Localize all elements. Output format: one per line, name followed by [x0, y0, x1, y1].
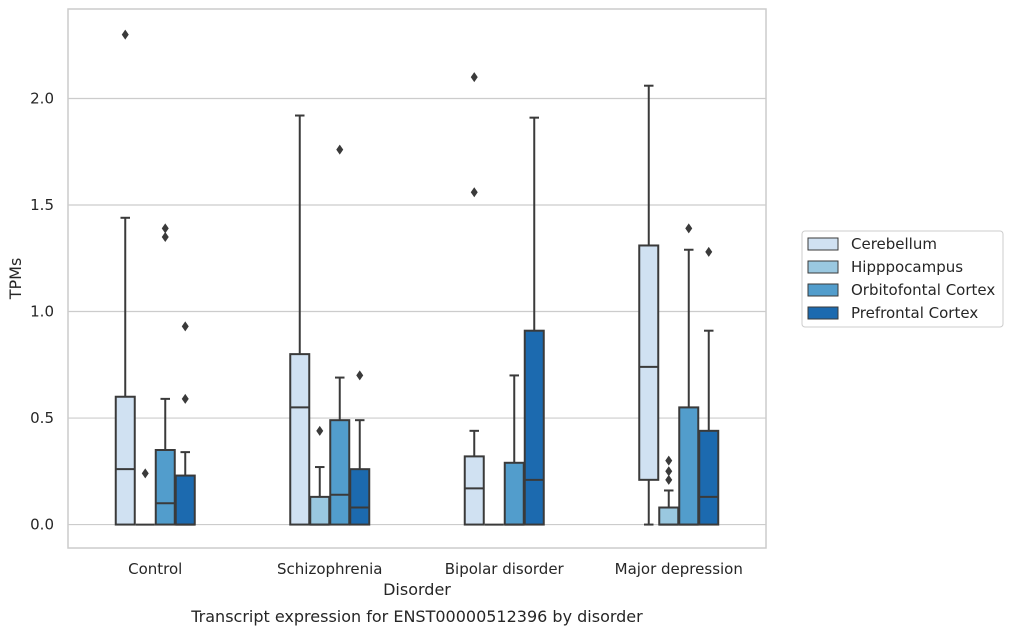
box-prefrontal-cortex [174, 321, 196, 526]
box-prefrontal-cortex [349, 370, 371, 526]
x-axis-label: Disorder [383, 580, 451, 599]
box-orbitofontal-cortex [329, 144, 351, 526]
y-axis-label: TPMs [6, 258, 25, 301]
outlier-point [181, 321, 189, 332]
box-iqr [309, 495, 331, 526]
y-tick-labels: 0.0 0.5 1.0 1.5 2.0 [30, 89, 54, 533]
outlier-point [356, 370, 364, 381]
box-iqr [114, 395, 136, 526]
x-tick-label: Schizophrenia [277, 560, 382, 578]
y-tick-label: 2.0 [30, 89, 54, 107]
box-iqr [698, 429, 720, 526]
box-iqr [349, 468, 371, 526]
y-tick-label: 1.0 [30, 303, 54, 321]
box-prefrontal-cortex [698, 246, 720, 526]
outlier-point [470, 187, 478, 198]
outlier-point [121, 29, 129, 40]
box-iqr [523, 329, 545, 526]
legend: Cerebellum Hipppocampus Orbitofontal Corte… [801, 230, 1004, 328]
outlier-point [665, 474, 673, 485]
box-iqr [638, 244, 660, 481]
box-orbitofontal-cortex [678, 223, 700, 526]
box-iqr [154, 449, 176, 526]
box-cerebellum [638, 84, 660, 526]
x-tick-label: Control [128, 560, 182, 578]
outlier-point [705, 246, 713, 257]
box-iqr [503, 461, 525, 526]
outlier-point [161, 223, 169, 234]
box-iqr [678, 406, 700, 526]
box-cerebellum [114, 29, 136, 526]
box-cerebellum [289, 114, 311, 526]
x-tick-label: Bipolar disorder [445, 560, 565, 578]
outlier-point [685, 223, 693, 234]
legend-frame [801, 230, 1004, 328]
plot-frame [67, 8, 767, 549]
x-tick-labels: Control Schizophrenia Bipolar disorder Majo… [128, 560, 743, 578]
box-iqr [658, 506, 680, 526]
box-iqr [289, 353, 311, 526]
box-iqr [463, 455, 485, 526]
x-tick-label: Major depression [615, 560, 743, 578]
y-tick-label: 0.5 [30, 409, 54, 427]
box-prefrontal-cortex [523, 116, 545, 526]
box-iqr [329, 419, 351, 526]
box-iqr [174, 474, 196, 526]
outlier-point [336, 144, 344, 155]
outlier-point [316, 425, 324, 436]
outlier-point [181, 393, 189, 404]
legend-label: Cerebellum [851, 235, 937, 253]
legend-swatch [807, 283, 839, 297]
box-cerebellum [463, 72, 485, 526]
outlier-point [141, 468, 149, 479]
legend-swatch [807, 306, 839, 320]
outlier-point [161, 231, 169, 242]
chart-caption: Transcript expression for ENST0000051239… [190, 607, 643, 626]
legend-swatch [807, 237, 839, 251]
legend-label: Orbitofontal Cortex [851, 281, 995, 299]
y-tick-label: 0.0 [30, 516, 54, 534]
box-layer [114, 29, 720, 526]
outlier-point [665, 455, 673, 466]
outlier-point [665, 466, 673, 477]
box-hipppocampus [658, 455, 680, 526]
outlier-point [470, 72, 478, 83]
y-tick-label: 1.5 [30, 196, 54, 214]
legend-label: Hipppocampus [851, 258, 963, 276]
legend-label: Prefrontal Cortex [851, 304, 978, 322]
legend-swatch [807, 260, 839, 274]
box-hipppocampus [135, 468, 155, 526]
